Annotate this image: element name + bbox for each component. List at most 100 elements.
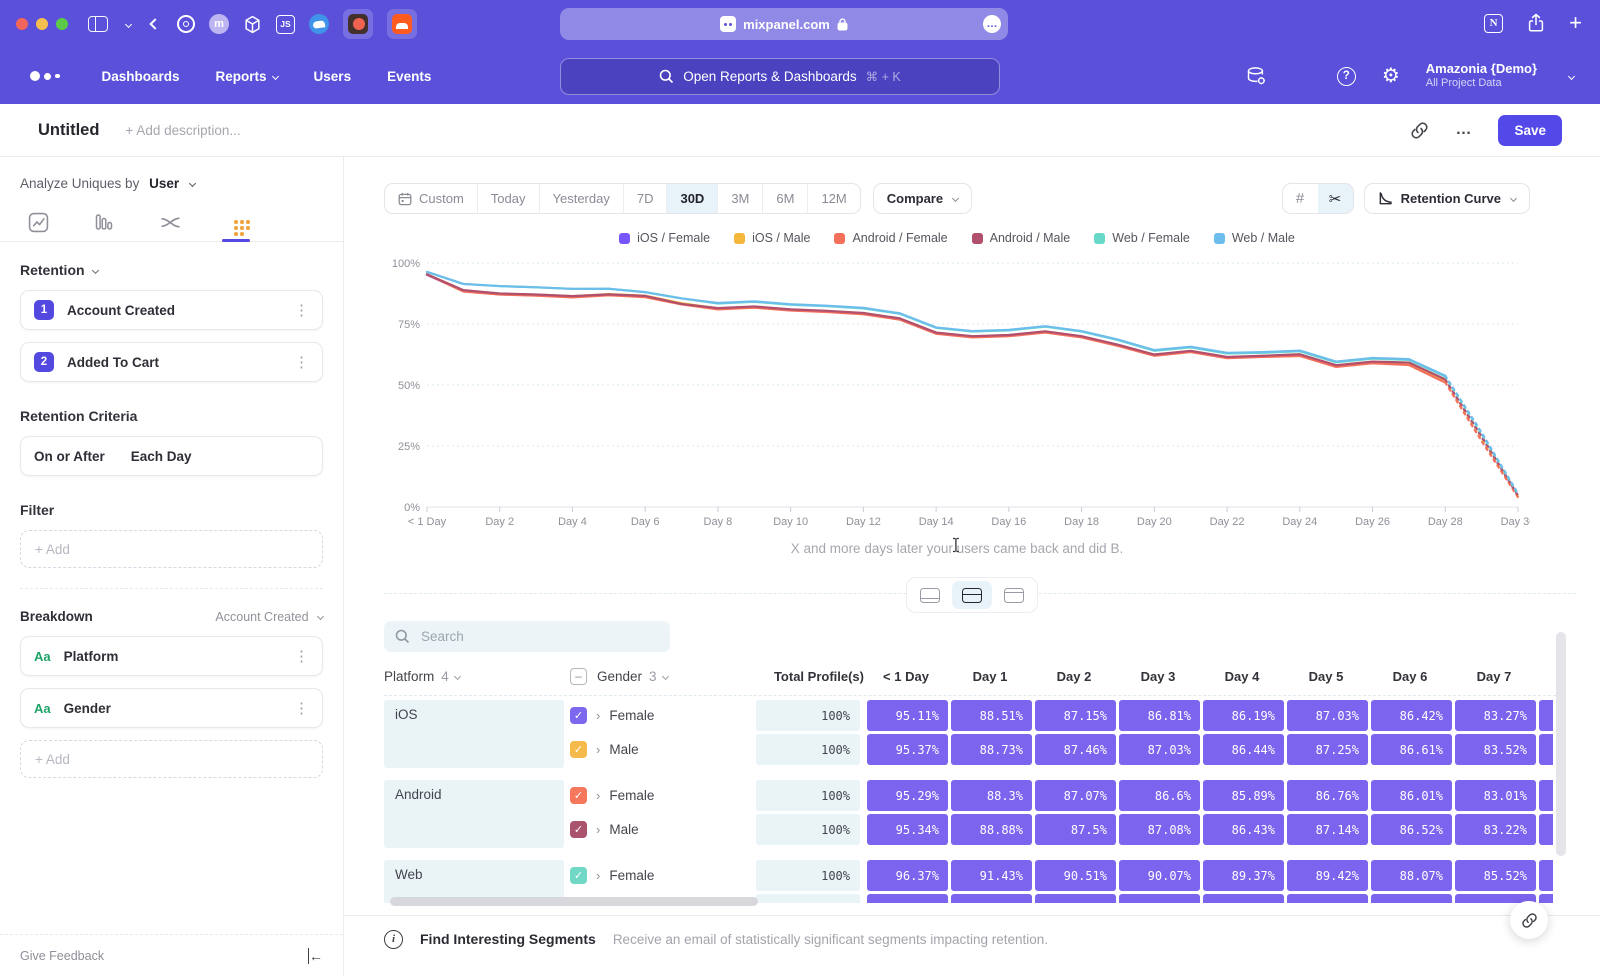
global-search-input[interactable]: Open Reports & Dashboards ⌘ + K (560, 58, 1000, 95)
legend-item[interactable]: iOS / Female (619, 231, 710, 245)
indeterminate-checkbox[interactable]: – (570, 667, 587, 685)
add-description[interactable]: + Add description... (125, 122, 241, 138)
retention-cell[interactable]: 86.43% (1203, 814, 1284, 845)
settings-gear-icon[interactable]: ⚙ (1381, 65, 1400, 87)
retention-cell[interactable]: 90.54% (1035, 894, 1116, 903)
retention-header[interactable]: Retention (20, 262, 323, 278)
retention-cell[interactable]: 90.04% (1119, 894, 1200, 903)
analyze-value[interactable]: User (149, 176, 180, 191)
table-search[interactable] (384, 621, 670, 652)
nav-item-events[interactable]: Events (387, 68, 432, 84)
tab-retention[interactable] (214, 203, 258, 242)
notion-extension-icon[interactable]: N (1484, 13, 1504, 33)
retention-cell[interactable]: 87.15% (1035, 700, 1116, 731)
day-header-day-4[interactable]: Day 4 (1224, 668, 1260, 684)
chevron-expand-icon[interactable]: › (596, 742, 601, 757)
checkbox-checked-icon[interactable]: ✓ (570, 741, 587, 758)
extension-icon-bird[interactable] (309, 14, 329, 34)
checkbox-checked-icon[interactable]: ✓ (570, 821, 587, 838)
retention-cell[interactable]: 83.22% (1455, 814, 1536, 845)
retention-cell[interactable]: 87.08% (1119, 814, 1200, 845)
copy-link-icon[interactable] (1410, 121, 1429, 140)
retention-cell[interactable]: 86.81% (1119, 700, 1200, 731)
retention-cell[interactable]: 85.89% (1203, 780, 1284, 811)
apps-grid-icon[interactable] (1293, 67, 1311, 85)
help-icon[interactable]: ? (1336, 66, 1356, 86)
legend-item[interactable]: Web / Female (1094, 231, 1190, 245)
retention-cell[interactable]: 83.27% (1455, 700, 1536, 731)
legend-item[interactable]: Web / Male (1213, 231, 1295, 245)
retention-cell[interactable]: 87.25% (1287, 734, 1368, 765)
kebab-menu-icon[interactable]: ⋮ (294, 700, 309, 717)
collapse-sidebar-icon[interactable]: ← (307, 947, 323, 964)
report-title[interactable]: Untitled (38, 120, 100, 139)
trim-toggle[interactable]: ✂ (1317, 184, 1353, 213)
horizontal-scrollbar[interactable] (390, 897, 758, 906)
nav-item-reports[interactable]: Reports (216, 69, 279, 84)
day-header-day-2[interactable]: Day 2 (1056, 668, 1092, 684)
retention-cell[interactable]: 88.51% (951, 700, 1032, 731)
tab-funnels[interactable] (82, 203, 126, 241)
retention-chart[interactable]: 0% 25% 50% 75% 100% < 1 Day Day 2 Day 4 Day 6 Day… (384, 251, 1530, 533)
checkbox-checked-icon[interactable]: ✓ (570, 707, 587, 724)
day-header-day-7[interactable]: Day 7 (1476, 668, 1512, 684)
day-header-day-1[interactable]: Day 1 (972, 668, 1008, 684)
retention-cell[interactable]: 87.46% (1035, 734, 1116, 765)
add-breakdown-button[interactable]: + Add (20, 740, 323, 778)
retention-cell[interactable]: 87.03% (1119, 734, 1200, 765)
share-icon[interactable] (1527, 13, 1545, 33)
retention-cell[interactable]: 90.51% (1035, 860, 1116, 891)
retention-cell[interactable]: 86.76% (1287, 780, 1368, 811)
address-more-icon[interactable]: … (983, 15, 1001, 33)
tab-insights[interactable] (16, 203, 60, 241)
sidebar-chevron-icon[interactable] (124, 20, 133, 28)
grid-toggle[interactable]: # (1295, 190, 1305, 207)
retention-cell[interactable]: 89.43% (1203, 894, 1284, 903)
retention-cell[interactable]: 95.29% (867, 780, 948, 811)
retention-cell[interactable]: 89.37% (1203, 860, 1284, 891)
retention-cell[interactable]: 85.47% (1455, 894, 1536, 903)
retention-cell[interactable]: 89.45% (1287, 894, 1368, 903)
day-header-<-1-day[interactable]: < 1 Day (883, 668, 929, 684)
retention-cell[interactable]: 95.37% (867, 734, 948, 765)
find-segments-title[interactable]: Find Interesting Segments (420, 931, 596, 947)
retention-cell[interactable]: 83.52% (1455, 734, 1536, 765)
zoom-window-icon[interactable] (56, 18, 68, 30)
add-filter-button[interactable]: + Add (20, 530, 323, 568)
retention-cell[interactable]: 83.01% (1455, 780, 1536, 811)
retention-cell[interactable]: 96.37% (867, 860, 948, 891)
retention-cell[interactable]: 95.11% (867, 700, 948, 731)
retention-cell[interactable]: 88.88% (951, 814, 1032, 845)
kebab-menu-icon[interactable]: ⋮ (294, 648, 309, 665)
retention-cell[interactable]: 86.19% (1203, 700, 1284, 731)
window-controls[interactable] (16, 18, 68, 30)
pinned-tab-red[interactable] (343, 9, 373, 39)
close-window-icon[interactable] (16, 18, 28, 30)
extension-icon-js[interactable]: JS (276, 14, 295, 34)
retention-cell[interactable]: 88.04% (1371, 894, 1452, 903)
retention-cell[interactable]: 86.52% (1371, 814, 1452, 845)
step-card-account-created[interactable]: 1 Account Created ⋮ (20, 290, 323, 330)
extension-icon-target[interactable] (177, 15, 195, 33)
chevron-expand-icon[interactable]: › (596, 788, 601, 803)
retention-cell[interactable]: 88.3% (951, 780, 1032, 811)
chevron-expand-icon[interactable]: › (596, 822, 601, 837)
range-6m[interactable]: 6M (762, 184, 807, 213)
breakdown-card-gender[interactable]: Aa Gender ⋮ (20, 688, 323, 728)
kebab-menu-icon[interactable]: ⋮ (294, 302, 309, 319)
total-profiles-header[interactable]: Total Profile(s) (773, 668, 864, 684)
platform-cell[interactable]: Web (384, 860, 564, 903)
kebab-menu-icon[interactable]: ⋮ (294, 354, 309, 371)
range-30d[interactable]: 30D (666, 184, 718, 213)
chart-type-dropdown[interactable]: Retention Curve (1363, 183, 1530, 214)
checkbox-checked-icon[interactable]: ✓ (570, 787, 587, 804)
retention-cell[interactable]: 88.07% (1371, 860, 1452, 891)
mixpanel-logo[interactable] (30, 71, 60, 81)
give-feedback-link[interactable]: Give Feedback (20, 948, 105, 963)
retention-cell[interactable]: 87.5% (1035, 814, 1116, 845)
range-7d[interactable]: 7D (622, 184, 667, 213)
range-yesterday[interactable]: Yesterday (538, 184, 623, 213)
range-12m[interactable]: 12M (807, 184, 859, 213)
breakdown-scope-dropdown[interactable]: Account Created (215, 610, 325, 624)
retention-cell[interactable]: 86.6% (1119, 780, 1200, 811)
